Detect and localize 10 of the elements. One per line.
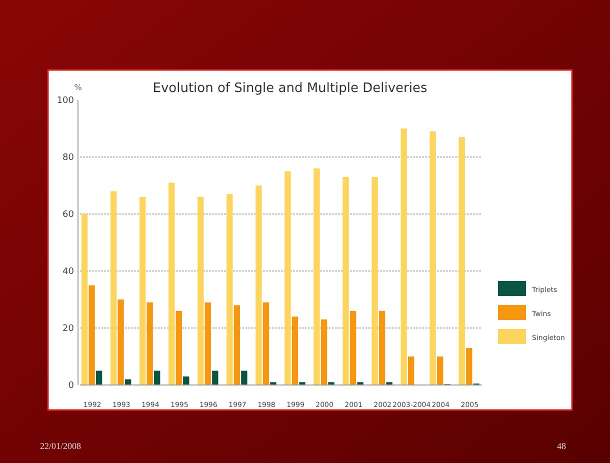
y-tick-label: 0: [68, 381, 74, 391]
y-tick-label: 40: [62, 267, 74, 277]
y-tick-label: 100: [56, 96, 74, 106]
y-axis-title: %: [74, 83, 82, 92]
chart-title: Evolution of Single and Multiple Deliveries: [152, 81, 428, 96]
y-tick-label: 80: [62, 153, 74, 163]
y-tick-label: 20: [62, 324, 74, 334]
text: 22/01/2008: [40, 441, 82, 451]
text: 48: [557, 441, 566, 451]
y-tick-label: 60: [62, 210, 74, 220]
